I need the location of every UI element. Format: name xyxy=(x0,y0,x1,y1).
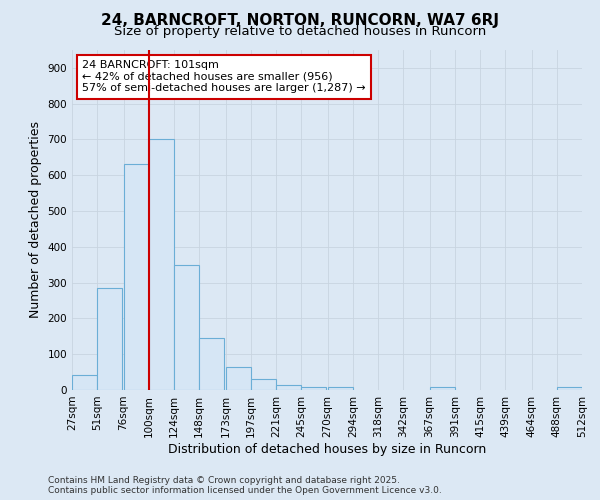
Bar xyxy=(430,387,455,390)
Bar xyxy=(72,375,97,390)
Bar xyxy=(97,288,122,390)
Bar xyxy=(124,164,149,390)
Bar xyxy=(276,386,301,390)
Text: 24, BARNCROFT, NORTON, RUNCORN, WA7 6RJ: 24, BARNCROFT, NORTON, RUNCORN, WA7 6RJ xyxy=(101,12,499,28)
Bar xyxy=(301,387,326,390)
Bar xyxy=(328,387,353,390)
Text: Size of property relative to detached houses in Runcorn: Size of property relative to detached ho… xyxy=(114,25,486,38)
X-axis label: Distribution of detached houses by size in Runcorn: Distribution of detached houses by size … xyxy=(168,442,486,456)
Y-axis label: Number of detached properties: Number of detached properties xyxy=(29,122,42,318)
Bar xyxy=(557,387,582,390)
Text: Contains HM Land Registry data © Crown copyright and database right 2025.
Contai: Contains HM Land Registry data © Crown c… xyxy=(48,476,442,495)
Text: 24 BARNCROFT: 101sqm
← 42% of detached houses are smaller (956)
57% of semi-deta: 24 BARNCROFT: 101sqm ← 42% of detached h… xyxy=(82,60,366,94)
Bar xyxy=(174,264,199,390)
Bar xyxy=(199,338,224,390)
Bar xyxy=(149,140,174,390)
Bar xyxy=(251,380,276,390)
Bar xyxy=(226,366,251,390)
